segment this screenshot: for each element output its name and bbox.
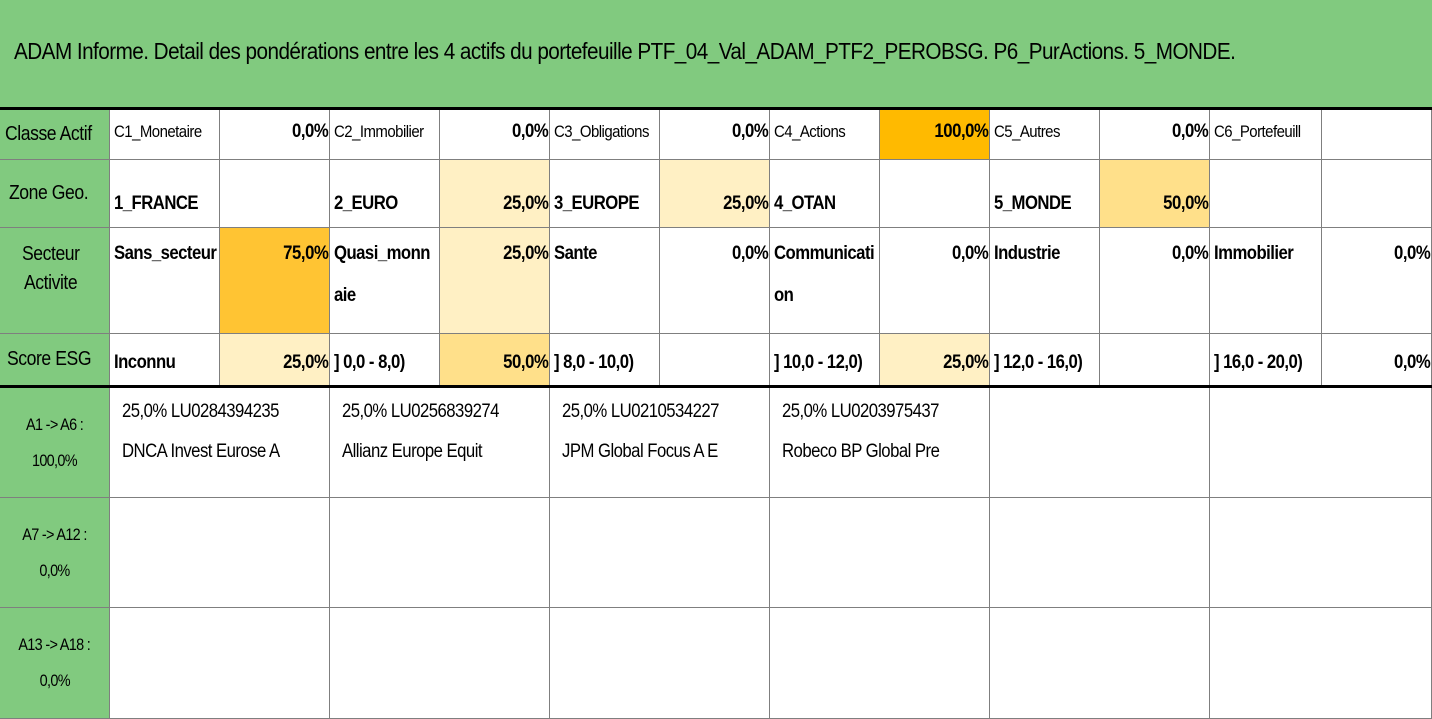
asset-cell-17 bbox=[990, 608, 1210, 719]
esg-label-4: ] 10,0 - 12,0) bbox=[770, 334, 880, 386]
esg-value-2: 50,0% bbox=[440, 334, 550, 386]
classe-label-5: C5_Autres bbox=[990, 110, 1100, 160]
classe-label-2: C2_Immobilier bbox=[330, 110, 440, 160]
esg-label-6: ] 16,0 - 20,0) bbox=[1210, 334, 1322, 386]
classe-value-3: 0,0% bbox=[660, 110, 770, 160]
row-header-zone: Zone Geo. bbox=[0, 160, 110, 228]
row-classe-actif: Classe Actif C1_Monetaire 0,0% C2_Immobi… bbox=[0, 110, 1432, 160]
zone-value-2: 25,0% bbox=[440, 160, 550, 228]
asset-cell-18 bbox=[1210, 608, 1432, 719]
secteur-value-5: 0,0% bbox=[1100, 228, 1210, 334]
classe-value-4: 100,0% bbox=[880, 110, 990, 160]
asset-cell-4: 25,0% LU0203975437 Robeco BP Global Pre bbox=[770, 388, 990, 498]
secteur-label-2: Quasi_monn aie bbox=[330, 228, 440, 334]
row-header-secteur: Secteur Activite bbox=[0, 228, 110, 334]
esg-label-3: ] 8,0 - 10,0) bbox=[550, 334, 660, 386]
zone-value-4 bbox=[880, 160, 990, 228]
asset-group-3-header: A13 -> A18 : 0,0% bbox=[0, 608, 110, 719]
secteur-label-5: Industrie bbox=[990, 228, 1100, 334]
classe-value-6 bbox=[1322, 110, 1432, 160]
esg-label-1: Inconnu bbox=[110, 334, 220, 386]
secteur-value-3: 0,0% bbox=[660, 228, 770, 334]
zone-value-6 bbox=[1322, 160, 1432, 228]
row-zone-geo: Zone Geo. 1_FRANCE 2_EURO 25,0% 3_EUROPE… bbox=[0, 160, 1432, 228]
secteur-value-4: 0,0% bbox=[880, 228, 990, 334]
asset-group-2-header: A7 -> A12 : 0,0% bbox=[0, 498, 110, 608]
zone-label-2: 2_EURO bbox=[330, 160, 440, 228]
asset-cell-13 bbox=[110, 608, 330, 719]
asset-cell-7 bbox=[110, 498, 330, 608]
classe-label-6: C6_Portefeuill bbox=[1210, 110, 1322, 160]
asset-cell-6 bbox=[1210, 388, 1432, 498]
asset-cell-11 bbox=[990, 498, 1210, 608]
asset-cell-14 bbox=[330, 608, 550, 719]
asset-cell-1: 25,0% LU0284394235 DNCA Invest Eurose A bbox=[110, 388, 330, 498]
secteur-label-6: Immobilier bbox=[1210, 228, 1322, 334]
classe-value-5: 0,0% bbox=[1100, 110, 1210, 160]
title-bar: ADAM Informe. Detail des pondérations en… bbox=[0, 0, 1432, 110]
section-divider bbox=[0, 385, 1432, 388]
zone-value-1 bbox=[220, 160, 330, 228]
secteur-label-4: Communicati on bbox=[770, 228, 880, 334]
secteur-label-1: Sans_secteur bbox=[110, 228, 220, 334]
sheet-title: ADAM Informe. Detail des pondérations en… bbox=[14, 38, 1236, 64]
zone-label-6 bbox=[1210, 160, 1322, 228]
row-secteur-activite: Secteur Activite Sans_secteur 75,0% Quas… bbox=[0, 228, 1432, 334]
esg-label-2: ] 0,0 - 8,0) bbox=[330, 334, 440, 386]
asset-group-1: A1 -> A6 : 100,0% 25,0% LU0284394235 DNC… bbox=[0, 388, 1432, 498]
classe-label-4: C4_Actions bbox=[770, 110, 880, 160]
asset-cell-5 bbox=[990, 388, 1210, 498]
asset-group-3: A13 -> A18 : 0,0% bbox=[0, 608, 1432, 719]
secteur-value-6: 0,0% bbox=[1322, 228, 1432, 334]
zone-label-3: 3_EUROPE bbox=[550, 160, 660, 228]
esg-value-5 bbox=[1100, 334, 1210, 386]
asset-cell-15 bbox=[550, 608, 770, 719]
secteur-value-2: 25,0% bbox=[440, 228, 550, 334]
row-header-esg: Score ESG bbox=[0, 334, 110, 386]
asset-cell-16 bbox=[770, 608, 990, 719]
classe-label-1: C1_Monetaire bbox=[110, 110, 220, 160]
classe-value-1: 0,0% bbox=[220, 110, 330, 160]
esg-value-6: 0,0% bbox=[1322, 334, 1432, 386]
zone-value-3: 25,0% bbox=[660, 160, 770, 228]
esg-value-4: 25,0% bbox=[880, 334, 990, 386]
row-header-classe: Classe Actif bbox=[0, 110, 110, 160]
asset-cell-10 bbox=[770, 498, 990, 608]
classe-value-2: 0,0% bbox=[440, 110, 550, 160]
zone-label-1: 1_FRANCE bbox=[110, 160, 220, 228]
asset-cell-9 bbox=[550, 498, 770, 608]
asset-cell-3: 25,0% LU0210534227 JPM Global Focus A E bbox=[550, 388, 770, 498]
zone-label-4: 4_OTAN bbox=[770, 160, 880, 228]
classe-label-3: C3_Obligations bbox=[550, 110, 660, 160]
row-score-esg: Score ESG Inconnu 25,0% ] 0,0 - 8,0) 50,… bbox=[0, 334, 1432, 386]
secteur-value-1: 75,0% bbox=[220, 228, 330, 334]
secteur-label-3: Sante bbox=[550, 228, 660, 334]
esg-label-5: ] 12,0 - 16,0) bbox=[990, 334, 1100, 386]
asset-cell-12 bbox=[1210, 498, 1432, 608]
asset-group-1-header: A1 -> A6 : 100,0% bbox=[0, 388, 110, 498]
asset-group-2: A7 -> A12 : 0,0% bbox=[0, 498, 1432, 608]
zone-value-5: 50,0% bbox=[1100, 160, 1210, 228]
zone-label-5: 5_MONDE bbox=[990, 160, 1100, 228]
esg-value-3 bbox=[660, 334, 770, 386]
asset-cell-8 bbox=[330, 498, 550, 608]
esg-value-1: 25,0% bbox=[220, 334, 330, 386]
asset-cell-2: 25,0% LU0256839274 Allianz Europe Equit bbox=[330, 388, 550, 498]
